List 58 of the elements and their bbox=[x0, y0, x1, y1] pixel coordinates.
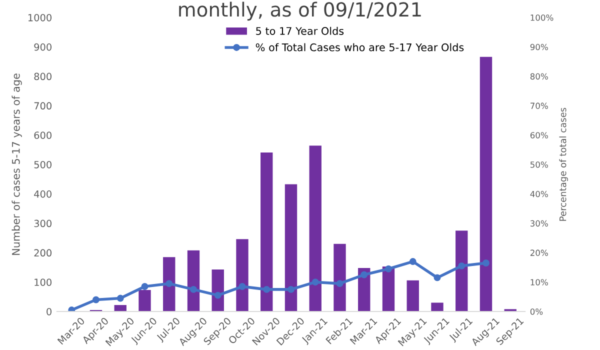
y-axis-title: Number of cases 5-17 years of age bbox=[12, 74, 22, 255]
y-tick-label: 400 bbox=[34, 190, 52, 198]
y2-tick-label: 70% bbox=[530, 102, 548, 109]
y2-tick-label: 50% bbox=[530, 161, 548, 168]
y-tick-label: 900 bbox=[34, 43, 52, 51]
bar bbox=[284, 184, 298, 312]
bar bbox=[187, 250, 200, 312]
y-tick-label: 200 bbox=[34, 249, 52, 257]
bar bbox=[163, 257, 176, 312]
y2-tick-label: 90% bbox=[530, 44, 548, 50]
bar bbox=[358, 268, 370, 312]
bar bbox=[114, 305, 126, 312]
point bbox=[385, 265, 392, 272]
point bbox=[166, 280, 173, 288]
point bbox=[312, 278, 319, 286]
bar bbox=[431, 302, 444, 312]
y2-tick-label: 20% bbox=[530, 250, 548, 256]
point bbox=[92, 296, 100, 304]
y-tick-label: 300 bbox=[34, 220, 52, 228]
bar bbox=[138, 290, 151, 312]
y2-tick-label: 80% bbox=[530, 73, 548, 80]
y2-axis-title: Percentage of total cases bbox=[559, 108, 568, 221]
point bbox=[116, 294, 124, 302]
bar bbox=[456, 230, 468, 312]
bar bbox=[309, 146, 322, 312]
y2-tick-label: 100% bbox=[530, 14, 554, 21]
point bbox=[360, 271, 368, 278]
y2-tick-label: 0% bbox=[530, 308, 543, 315]
point bbox=[288, 286, 294, 293]
point bbox=[458, 262, 466, 270]
point bbox=[141, 283, 148, 290]
point bbox=[336, 280, 344, 288]
y-tick-label: 800 bbox=[34, 72, 52, 80]
y2-tick-label: 30% bbox=[530, 220, 548, 227]
y-tick-label: 600 bbox=[34, 132, 52, 139]
bar bbox=[406, 280, 419, 312]
bar bbox=[334, 244, 346, 312]
y-tick-label: 0 bbox=[46, 308, 52, 316]
bar bbox=[260, 152, 273, 312]
point bbox=[409, 258, 416, 265]
point bbox=[214, 292, 222, 299]
legend-label: 5 to 17 Year Olds bbox=[256, 26, 344, 35]
point bbox=[190, 286, 197, 293]
y2-tick-label: 60% bbox=[530, 132, 548, 138]
bar bbox=[236, 239, 248, 312]
chart-title: monthly, as of 09/1/2021 bbox=[179, 2, 421, 21]
point bbox=[263, 286, 270, 293]
point bbox=[238, 283, 246, 290]
y-tick-label: 700 bbox=[34, 102, 52, 110]
bar bbox=[480, 56, 492, 312]
y-tick-label: 100 bbox=[34, 278, 52, 286]
point bbox=[434, 274, 441, 282]
point bbox=[482, 260, 490, 266]
y-tick-label: 500 bbox=[34, 160, 52, 168]
y2-tick-label: 10% bbox=[530, 279, 548, 286]
legend-label: % of Total Cases who are 5-17 Year Olds bbox=[256, 43, 464, 52]
y-tick-label: 1000 bbox=[28, 14, 52, 22]
y2-tick-label: 40% bbox=[530, 190, 548, 198]
